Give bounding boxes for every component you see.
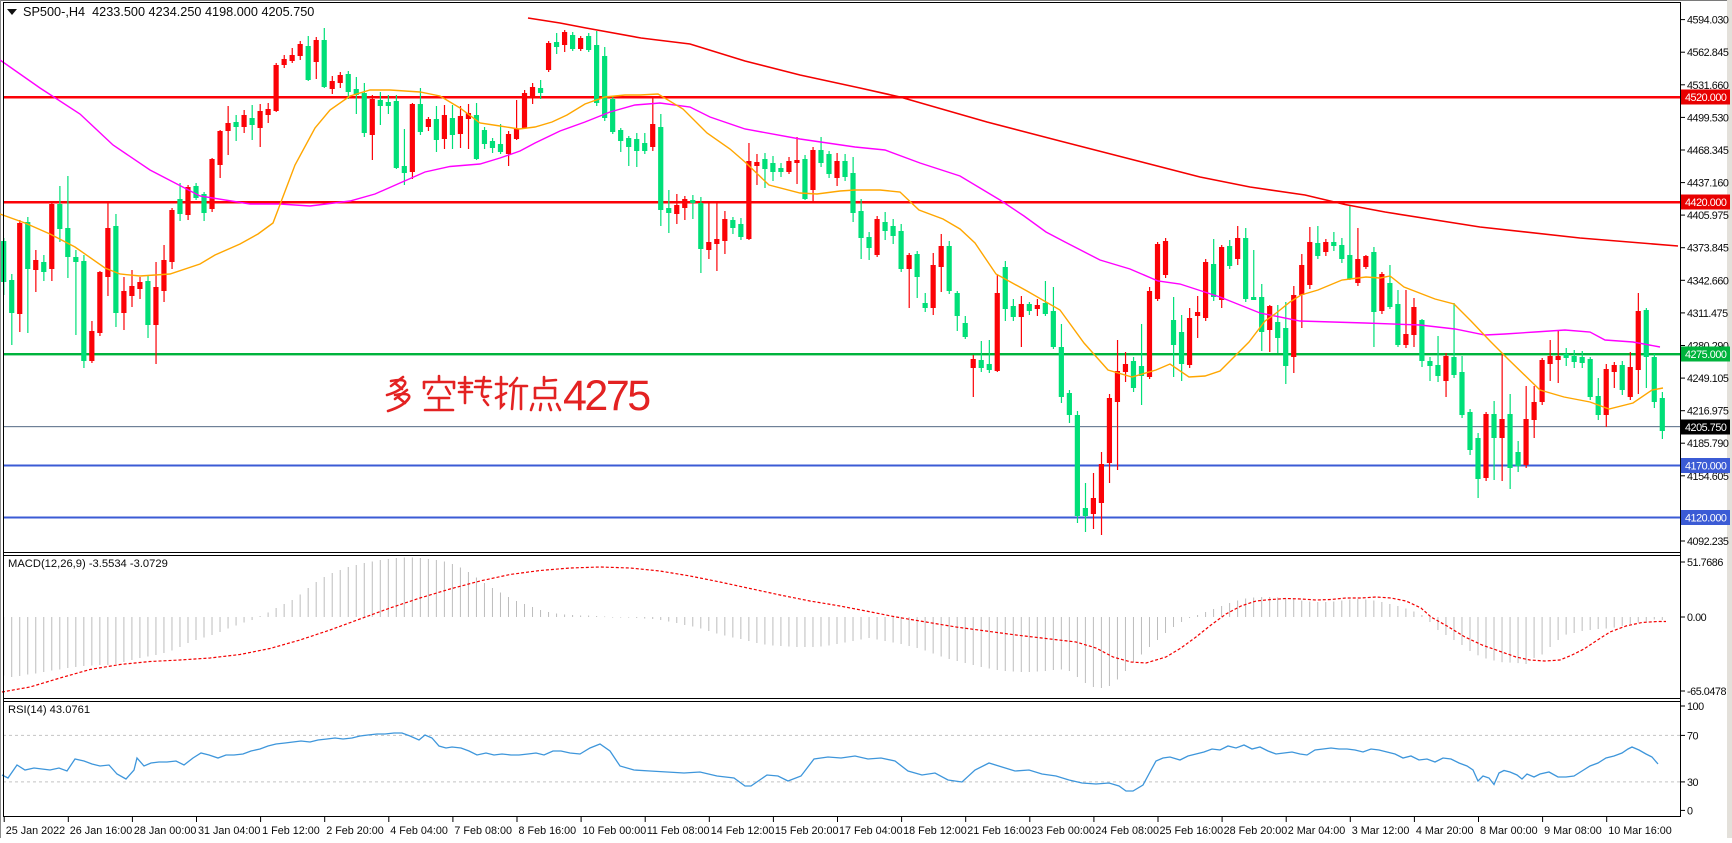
svg-text:21 Feb 16:00: 21 Feb 16:00 [967,825,1031,837]
svg-text:8 Mar 00:00: 8 Mar 00:00 [1480,825,1538,837]
svg-text:15 Feb 20:00: 15 Feb 20:00 [775,825,839,837]
svg-text:4311.475: 4311.475 [1687,308,1728,320]
svg-text:31 Jan 04:00: 31 Jan 04:00 [198,825,260,837]
svg-text:4 Feb 04:00: 4 Feb 04:00 [390,825,448,837]
svg-text:SP500-,H4 4233.500 4234.250 4: SP500-,H4 4233.500 4234.250 4198.000 420… [23,5,314,19]
svg-text:51.7686: 51.7686 [1687,557,1723,569]
svg-text:4275.000: 4275.000 [1685,349,1727,361]
svg-text:4154.605: 4154.605 [1687,471,1729,483]
svg-text:17 Feb 04:00: 17 Feb 04:00 [839,825,903,837]
svg-text:7 Feb 08:00: 7 Feb 08:00 [454,825,512,837]
svg-text:4531.660: 4531.660 [1687,80,1729,92]
svg-text:4170.000: 4170.000 [1685,461,1727,473]
svg-text:28 Feb 20:00: 28 Feb 20:00 [1224,825,1288,837]
svg-text:28 Jan 00:00: 28 Jan 00:00 [134,825,196,837]
svg-text:4249.105: 4249.105 [1687,373,1729,385]
svg-text:0.00: 0.00 [1687,612,1707,624]
svg-text:23 Feb 00:00: 23 Feb 00:00 [1031,825,1095,837]
svg-text:4373.845: 4373.845 [1687,243,1729,255]
svg-text:14 Feb 12:00: 14 Feb 12:00 [711,825,775,837]
svg-text:4205.750: 4205.750 [1685,422,1727,434]
svg-text:4092.235: 4092.235 [1687,536,1729,548]
svg-text:1 Feb 12:00: 1 Feb 12:00 [262,825,320,837]
svg-text:0: 0 [1687,805,1693,817]
svg-text:100: 100 [1687,701,1704,713]
svg-text:2 Mar 04:00: 2 Mar 04:00 [1288,825,1346,837]
svg-text:30: 30 [1687,777,1699,789]
svg-text:4275: 4275 [563,372,650,420]
svg-text:4120.000: 4120.000 [1685,513,1727,525]
svg-text:4437.160: 4437.160 [1687,178,1729,190]
svg-text:24 Feb 08:00: 24 Feb 08:00 [1095,825,1159,837]
svg-text:25 Jan 2022: 25 Jan 2022 [6,825,65,837]
svg-text:9 Mar 08:00: 9 Mar 08:00 [1544,825,1602,837]
svg-text:4216.975: 4216.975 [1687,406,1729,418]
svg-text:4499.530: 4499.530 [1687,112,1729,124]
svg-text:MACD(12,26,9) -3.5534 -3.0729: MACD(12,26,9) -3.5534 -3.0729 [8,558,168,570]
svg-text:18 Feb 12:00: 18 Feb 12:00 [903,825,967,837]
svg-text:10 Feb 00:00: 10 Feb 00:00 [583,825,647,837]
svg-text:RSI(14) 43.0761: RSI(14) 43.0761 [8,704,90,716]
svg-text:4562.845: 4562.845 [1687,47,1729,59]
svg-text:4468.345: 4468.345 [1687,145,1729,157]
svg-text:-65.0478: -65.0478 [1687,686,1726,698]
svg-text:4342.660: 4342.660 [1687,275,1729,287]
svg-text:4185.790: 4185.790 [1687,438,1729,450]
svg-text:25 Feb 16:00: 25 Feb 16:00 [1160,825,1224,837]
svg-text:4520.000: 4520.000 [1685,92,1727,104]
svg-text:26 Jan 16:00: 26 Jan 16:00 [70,825,132,837]
svg-text:70: 70 [1687,730,1699,742]
svg-text:2 Feb 20:00: 2 Feb 20:00 [326,825,384,837]
svg-text:11 Feb 08:00: 11 Feb 08:00 [647,825,710,837]
svg-text:4594.030: 4594.030 [1687,15,1729,27]
svg-text:4420.000: 4420.000 [1685,197,1727,209]
svg-text:3 Mar 12:00: 3 Mar 12:00 [1352,825,1410,837]
svg-text:4405.975: 4405.975 [1687,210,1729,222]
svg-text:8 Feb 16:00: 8 Feb 16:00 [519,825,577,837]
svg-text:10 Mar 16:00: 10 Mar 16:00 [1608,825,1672,837]
svg-text:4 Mar 20:00: 4 Mar 20:00 [1416,825,1474,837]
